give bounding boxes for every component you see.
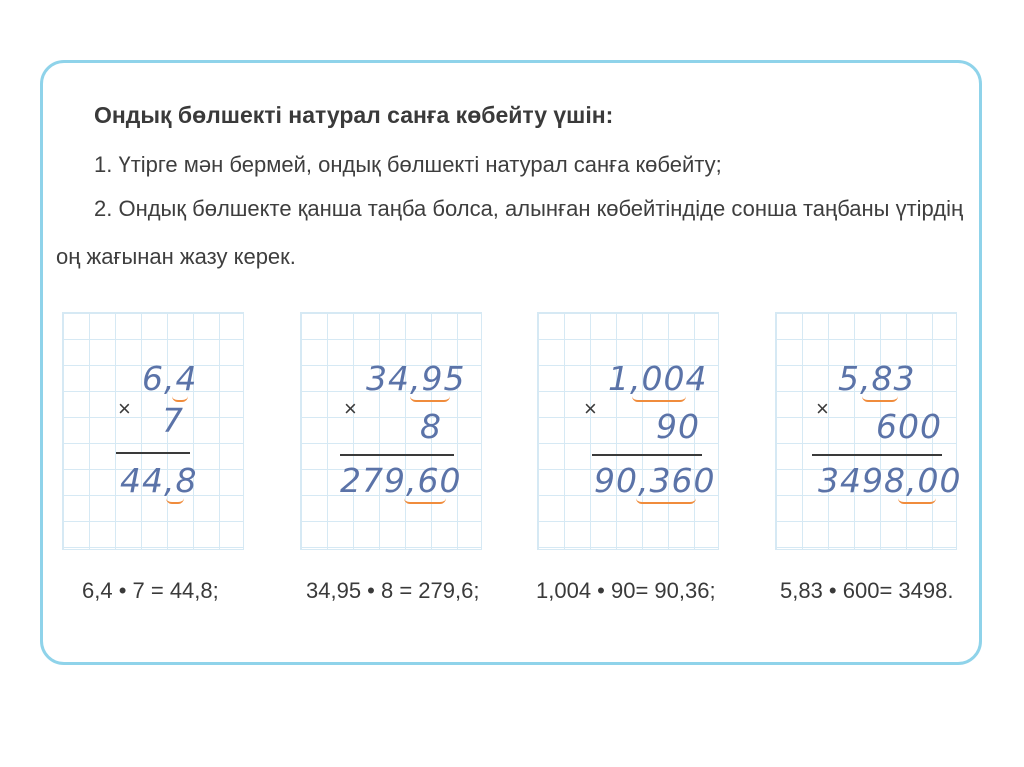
result-line <box>812 454 942 456</box>
product: 44,8 <box>120 461 198 500</box>
multiplier: 600 <box>876 407 942 446</box>
equation-1: 6,4 • 7 = 44,8; <box>82 578 219 603</box>
multiplier: 7 <box>162 401 184 440</box>
decimal-digits-underline <box>636 496 696 504</box>
product: 3498,00 <box>818 461 962 500</box>
multiply-sign: × <box>584 396 597 421</box>
equation-4: 5,83 • 600= 3498. <box>780 578 954 603</box>
decimal-digits-underline <box>862 394 898 402</box>
rule-title: Ондық бөлшекті натурал санға көбейту үші… <box>94 102 614 128</box>
decimal-digits-underline <box>898 496 936 504</box>
decimal-digits-underline <box>410 394 450 402</box>
decimal-digits-underline <box>632 394 686 402</box>
multiplicand: 6,4 <box>142 359 198 398</box>
example-grid-1 <box>62 312 244 550</box>
multiplier: 8 <box>420 407 442 446</box>
product: 90,360 <box>594 461 716 500</box>
equation-3: 1,004 • 90= 90,36; <box>536 578 716 603</box>
rule-step-2-continued: оң жағынан жазу керек. <box>56 244 296 269</box>
product: 279,60 <box>340 461 462 500</box>
decimal-digits-underline <box>166 496 184 504</box>
rule-step-1: 1. Үтірге мән бермей, ондық бөлшекті нат… <box>94 152 722 177</box>
multiplier: 90 <box>656 407 700 446</box>
multiply-sign: × <box>344 396 357 421</box>
multiplicand: 34,95 <box>366 359 466 398</box>
equation-2: 34,95 • 8 = 279,6; <box>306 578 480 603</box>
decimal-digits-underline <box>404 496 446 504</box>
multiplicand: 1,004 <box>608 359 708 398</box>
multiply-sign: × <box>118 396 131 421</box>
result-line <box>340 454 454 456</box>
example-grid-4 <box>775 312 957 550</box>
example-grid-2 <box>300 312 482 550</box>
decimal-digits-underline <box>172 394 188 402</box>
result-line <box>116 452 190 454</box>
multiply-sign: × <box>816 396 829 421</box>
result-line <box>592 454 702 456</box>
rule-step-2: 2. Ондық бөлшекте қанша таңба болса, алы… <box>94 196 964 221</box>
multiplicand: 5,83 <box>838 359 916 398</box>
example-grid-3 <box>537 312 719 550</box>
